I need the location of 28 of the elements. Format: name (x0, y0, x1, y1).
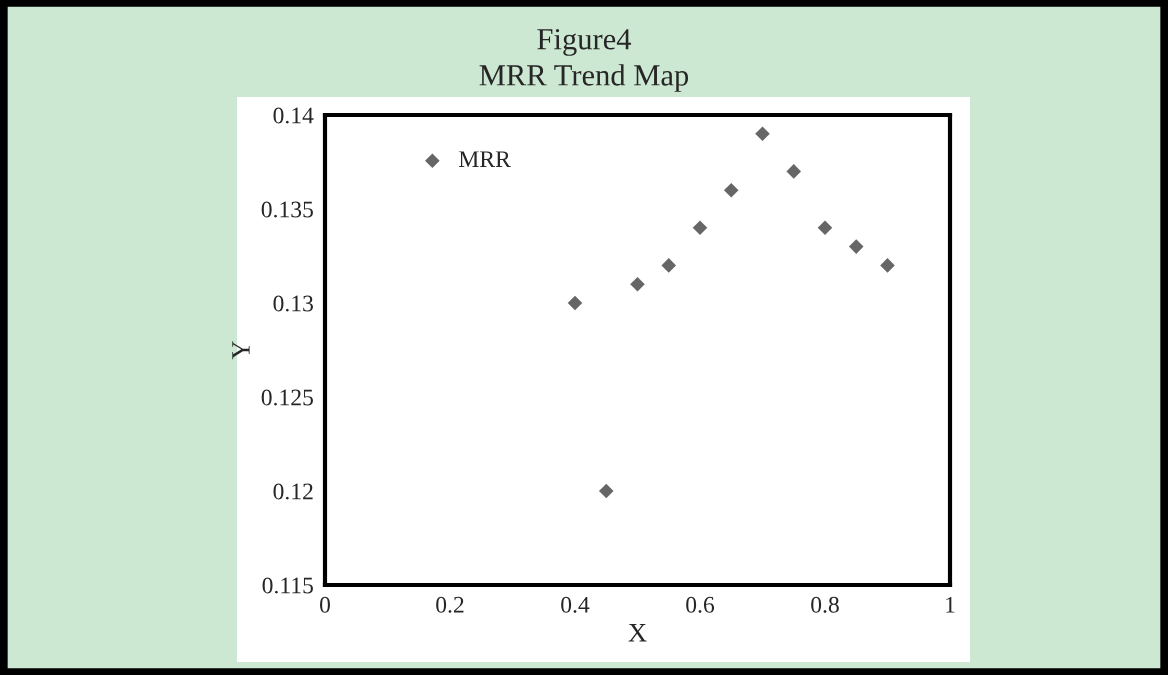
y-tick-label: 0.115 (262, 577, 313, 594)
x-tick-label: 0.6 (686, 596, 715, 613)
point (786, 164, 802, 179)
y-axis-title: Y (232, 341, 250, 360)
y-tick-label: 0.12 (273, 483, 313, 500)
point (817, 220, 833, 236)
x-tick-label: 1 (946, 596, 955, 613)
x-tick-label: 0.4 (561, 596, 590, 613)
x-tick-label: 0.2 (436, 596, 464, 613)
x-tick-label: 0.8 (811, 596, 839, 613)
point (723, 182, 739, 198)
point (692, 220, 708, 236)
point (755, 126, 770, 142)
y-tick-label: 0.14 (273, 107, 314, 124)
legend-label: MRR (459, 151, 511, 167)
point (567, 295, 583, 311)
point (880, 258, 895, 273)
point (598, 483, 614, 499)
y-tick-label: 0.13 (273, 295, 313, 312)
point (848, 239, 864, 254)
x-axis-title: X (628, 624, 647, 642)
y-tick-label: 0.135 (261, 201, 313, 218)
chart-subtitle: MRR Trend Map (479, 64, 689, 92)
y-tick-label: 0.125 (261, 389, 313, 406)
x-tick-label: 0 (320, 596, 330, 613)
point (661, 258, 677, 273)
point (630, 276, 645, 292)
chart-title: Figure4 (537, 29, 632, 56)
